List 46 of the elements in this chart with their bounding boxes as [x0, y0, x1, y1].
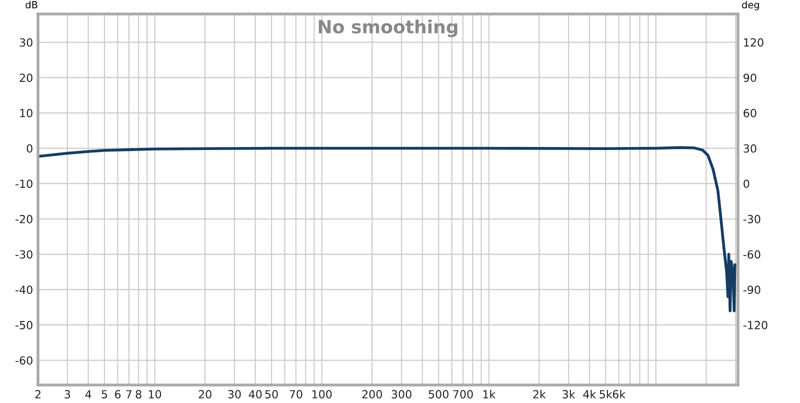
y-tick-label: -40 — [16, 286, 32, 294]
x-tick-label: 6k — [612, 390, 626, 398]
y2-tick-label: 0 — [744, 180, 750, 188]
x-tick-label: 3 — [64, 390, 70, 398]
y2-tick-label: 60 — [744, 108, 756, 118]
y-tick-label: -30 — [16, 250, 32, 259]
y-tick-label: -10 — [16, 180, 32, 188]
x-tick-label: 30 — [228, 390, 241, 398]
y-tick-label: -60 — [16, 356, 32, 365]
x-tick-label: 40 — [248, 390, 262, 398]
x-tick-label: 700 — [453, 390, 473, 398]
y-tick-label: 10 — [20, 108, 32, 118]
y2-tick-label: -60 — [743, 250, 760, 259]
x-tick-label: 6 — [114, 390, 121, 398]
x-tick-label: 2 — [35, 390, 40, 398]
x-tick-label: 4k — [583, 390, 596, 398]
x-tick-label: 200 — [362, 390, 382, 398]
x-tick-label: 300 — [392, 390, 412, 398]
y-axis-title: dB — [26, 0, 38, 8]
y2-tick-label: -120 — [743, 320, 768, 330]
y-tick-label: 20 — [20, 74, 32, 82]
chart-title: No smoothing — [318, 20, 458, 38]
y-tick-label: -20 — [16, 214, 32, 224]
x-tick-label: 3k — [562, 390, 576, 398]
x-tick-label: 7 — [126, 390, 132, 398]
y-tick-label: -50 — [16, 320, 32, 330]
y2-tick-label: 30 — [744, 144, 756, 153]
y2-tick-label: -90 — [743, 286, 760, 294]
x-tick-label: 2k — [533, 390, 546, 398]
y2-tick-label: 120 — [744, 38, 764, 47]
y2-tick-label: -30 — [743, 214, 760, 224]
x-tick-label: 1k — [483, 390, 496, 398]
x-tick-label: 100 — [312, 390, 332, 398]
x-tick-label: 5 — [102, 390, 108, 398]
x-tick-label: 70 — [290, 390, 302, 398]
x-tick-label: 4 — [85, 390, 92, 398]
y2-tick-label: 90 — [744, 74, 756, 82]
x-tick-label: 10 — [148, 390, 162, 398]
x-tick-label: 5k — [600, 390, 612, 398]
y-tick-label: 0 — [26, 144, 32, 153]
x-tick-label: 50 — [265, 390, 278, 398]
y2-axis-title: deg — [742, 0, 759, 10]
x-tick-label: 500 — [428, 390, 448, 398]
x-tick-label: 20 — [198, 390, 212, 398]
y-tick-label: 30 — [20, 38, 32, 47]
x-tick-label: 8 — [136, 390, 142, 398]
